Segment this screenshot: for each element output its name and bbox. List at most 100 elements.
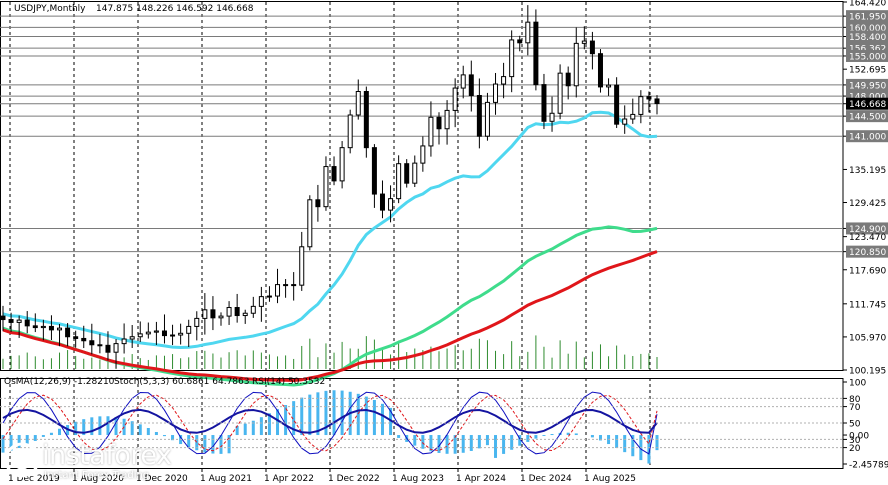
candle-body — [291, 284, 297, 287]
candle-body — [153, 330, 159, 333]
candle-body — [323, 166, 329, 208]
price-label: 148.000 — [849, 93, 886, 103]
candle-body — [73, 336, 79, 339]
candle-body — [444, 109, 450, 130]
candle-body — [57, 327, 63, 331]
price-label: 161.950 — [849, 13, 886, 23]
ohlc-values: 147.875 148.226 146.592 146.668 — [96, 4, 254, 14]
time-scale: 1 Dec 2019 1 Aug 2020 1 Dec 2020 1 Aug 2021… — [8, 468, 636, 484]
price-label: 155.000 — [849, 52, 886, 62]
sub-scale-label: -2.45789 — [849, 461, 888, 471]
candle-body — [89, 340, 95, 346]
sub-scale-label: 80 — [849, 395, 861, 405]
candle-body — [242, 312, 248, 317]
candle-body — [557, 72, 563, 114]
candle-body — [630, 113, 636, 120]
logo-brand: instaforex — [42, 440, 172, 471]
price-label: 135.195 — [849, 166, 886, 176]
candle-body — [396, 163, 402, 200]
time-label: 1 Dec 2022 — [328, 474, 380, 484]
candle-body — [32, 325, 38, 329]
candle-body — [476, 95, 482, 137]
candle-body — [307, 199, 313, 248]
instaforex-logo: instaforex Instant Forex Trading — [2, 440, 202, 484]
candle-body — [412, 162, 418, 184]
candle-body — [484, 101, 490, 137]
candle-body — [501, 76, 507, 85]
candle-body — [509, 39, 515, 78]
sub-scale-label: 20 — [849, 444, 861, 454]
time-label: 1 Aug 2023 — [392, 474, 444, 484]
logo-tagline: Instant Forex Trading — [44, 470, 150, 481]
candle-body — [266, 295, 272, 298]
candle-body — [202, 309, 208, 319]
candle-body — [40, 325, 46, 329]
time-label: 1 Dec 2019 — [8, 474, 60, 484]
price-label: 152.695 — [849, 66, 886, 76]
candle-body — [275, 284, 281, 297]
candle-body — [161, 330, 167, 337]
time-label: 1 Dec 2024 — [520, 474, 572, 484]
time-label: 1 Dec 2020 — [136, 474, 188, 484]
price-label: 146.668 — [849, 100, 886, 110]
price-label: 149.950 — [849, 81, 886, 91]
candle-body — [517, 39, 523, 44]
candle-body — [646, 96, 652, 100]
candle-body — [549, 112, 555, 122]
candle-body — [218, 315, 224, 319]
candle-body — [654, 98, 660, 105]
candle-body — [145, 331, 151, 335]
price-label: 160.000 — [849, 24, 886, 34]
candle-body — [533, 21, 539, 86]
price-label: 100.195 — [849, 367, 886, 377]
sub-scale-label: 70 — [849, 403, 861, 413]
candle-body — [614, 84, 620, 125]
rsi-label: RSI(14) 50.3532 — [252, 377, 325, 387]
price-label: 111.745 — [849, 300, 886, 310]
candle-body — [622, 118, 628, 125]
time-label: 1 Apr 2022 — [264, 474, 314, 484]
candle-body — [129, 336, 135, 340]
candle-body — [371, 147, 377, 195]
candle-body — [8, 319, 14, 323]
candle-body — [363, 91, 369, 149]
price-tag — [846, 97, 888, 110]
price-label: 123.470 — [849, 233, 886, 243]
sub-scale-label: 50 — [849, 420, 861, 430]
candle-body — [81, 337, 87, 342]
price-label: 141.000 — [849, 133, 886, 143]
candle-body — [339, 147, 345, 182]
candle-body — [606, 84, 612, 88]
candle-body — [210, 309, 216, 319]
price-label: 164.420 — [849, 0, 886, 9]
candle-body — [379, 193, 385, 211]
candle-body — [436, 116, 442, 130]
stoch-main-line — [2, 391, 658, 455]
candle-body — [178, 332, 184, 336]
candle-body — [573, 42, 579, 87]
candle-body — [315, 199, 321, 208]
candle-body — [283, 284, 289, 287]
candle-body — [299, 246, 305, 286]
candle-body — [420, 145, 426, 164]
candle-body — [589, 40, 595, 55]
price-tag — [846, 30, 888, 43]
candle-body — [16, 319, 22, 323]
sub-scale-label: 30 — [849, 436, 861, 446]
symbol-label: USDJPY,Monthly — [14, 4, 86, 14]
candlesticks — [0, 5, 660, 369]
time-label: 1 Aug 2020 — [72, 474, 124, 484]
rsi-line — [2, 408, 658, 434]
price-tag — [846, 49, 888, 62]
time-label: 1 Aug 2025 — [584, 474, 636, 484]
price-tag — [846, 110, 888, 123]
sub-scale-label: 0.00 — [849, 432, 869, 442]
candle-body — [638, 96, 644, 115]
candle-body — [581, 40, 587, 44]
price-label: 129.425 — [849, 199, 886, 209]
candle-body — [0, 315, 6, 321]
candle-body — [250, 305, 256, 314]
candle-body — [428, 116, 434, 147]
candle-body — [137, 333, 143, 338]
